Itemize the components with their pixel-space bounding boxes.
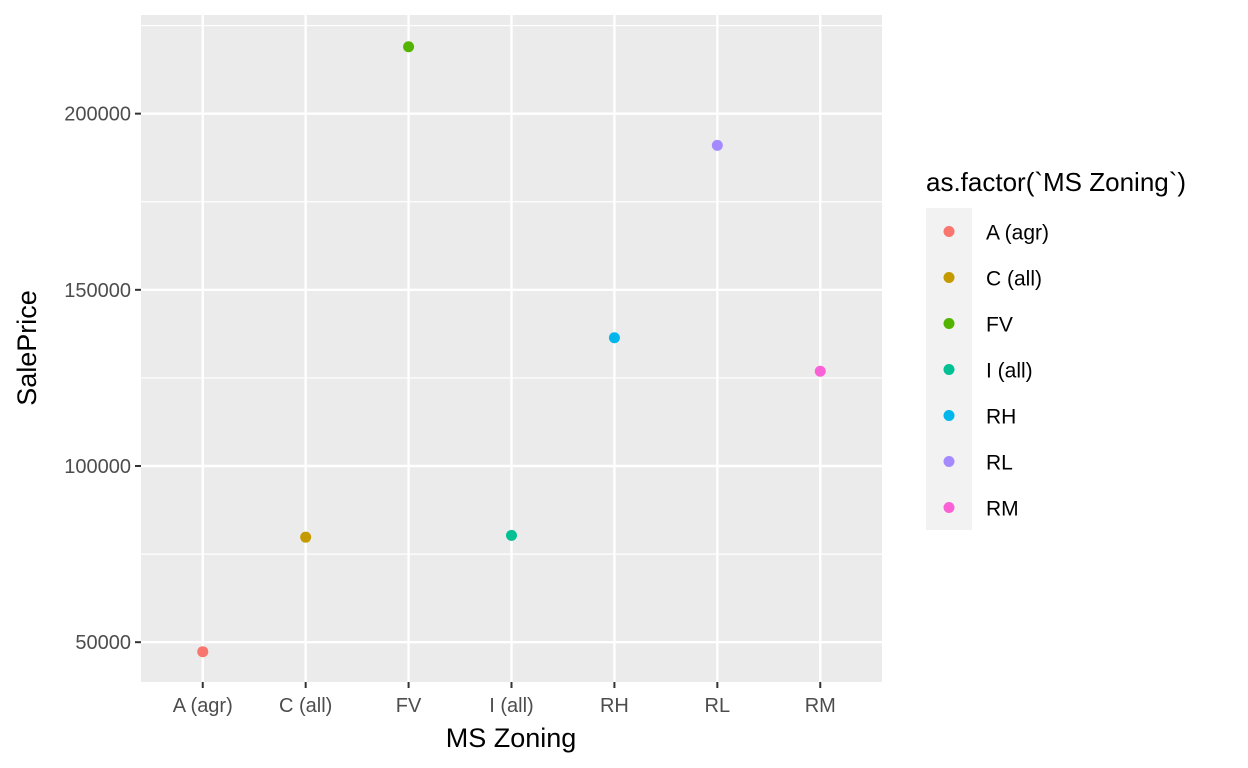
legend-label: RH [986, 406, 1016, 429]
y-tick-label: 100000 [64, 456, 131, 478]
legend-key [943, 272, 955, 283]
legend-key [943, 318, 955, 329]
legend-label: RL [986, 452, 1013, 475]
data-point-i-all [506, 529, 517, 541]
legend-key [943, 410, 955, 421]
legend-key [943, 456, 955, 467]
data-point-c-all [300, 531, 312, 543]
data-point-rl [711, 139, 723, 151]
legend-label: C (all) [986, 268, 1042, 291]
y-tick-label: 150000 [64, 280, 131, 302]
legend-entries: A (agr) C (all) FV I (all) RH RL RM [943, 222, 1049, 521]
major-gridlines [141, 15, 882, 682]
legend-label: I (all) [986, 360, 1033, 383]
data-point-rm [814, 365, 826, 377]
data-point-fv [403, 41, 415, 53]
data-point-rh [608, 332, 620, 344]
x-tick-label: A (agr) [173, 695, 233, 717]
legend-key [943, 364, 955, 375]
y-tick-label: 200000 [64, 104, 131, 126]
legend-label: FV [986, 314, 1013, 337]
x-tick-label: RM [805, 695, 836, 717]
x-axis-title: MS Zoning [446, 723, 577, 753]
data-point-a-agr [197, 646, 209, 658]
legend: as.factor(`MS Zoning`) A (agr) C (all) FV I… [926, 167, 1186, 530]
x-tick-label: C (all) [279, 695, 332, 717]
x-tick-label: I (all) [489, 695, 533, 717]
legend-key [943, 502, 955, 513]
x-tick-label: FV [396, 695, 422, 717]
y-axis-title: SalePrice [12, 290, 42, 406]
legend-label: RM [986, 498, 1019, 521]
legend-key [943, 226, 955, 237]
data-points [197, 41, 826, 658]
legend-label: A (agr) [986, 222, 1049, 245]
legend-title: as.factor(`MS Zoning`) [926, 167, 1186, 197]
x-tick-label: RL [705, 695, 731, 717]
y-tick-label: 50000 [75, 632, 131, 654]
x-tick-label: RH [600, 695, 629, 717]
y-axis: 50000 100000 150000 200000 [64, 104, 141, 654]
x-axis: A (agr) C (all) FV I (all) RH RL RM [173, 682, 836, 717]
